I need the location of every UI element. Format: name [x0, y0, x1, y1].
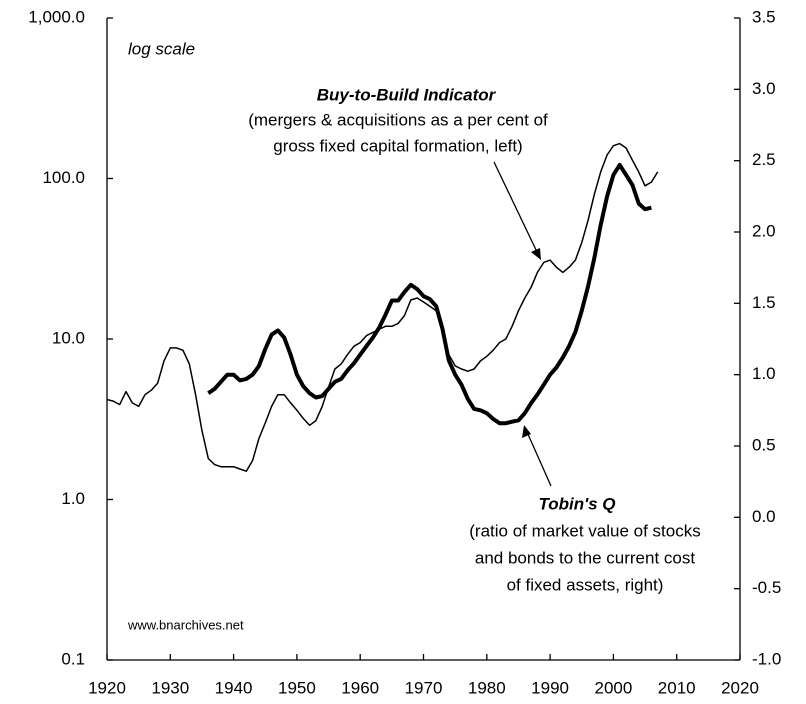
y2-tick-label: 0.0	[752, 507, 776, 526]
x-tick-label: 1950	[278, 678, 316, 697]
x-tick-label: 1980	[468, 678, 506, 697]
scale-note: log scale	[128, 39, 195, 58]
annotation-line: (ratio of market value of stocks	[469, 521, 700, 540]
y-tick-label: 1.0	[61, 489, 85, 508]
x-tick-label: 1960	[341, 678, 379, 697]
y2-tick-label: -0.5	[752, 578, 781, 597]
annotation-line: gross fixed capital formation, left)	[273, 136, 522, 155]
source: www.bnarchives.net	[127, 617, 244, 632]
x-tick-label: 1990	[531, 678, 569, 697]
arrow	[493, 161, 539, 255]
y-tick-label: 0.1	[61, 649, 85, 668]
y2-tick-label: 3.0	[752, 79, 776, 98]
y2-tick-label: -1.0	[752, 649, 781, 668]
series-line	[106, 142, 659, 472]
y2-tick-label: 3.5	[752, 7, 776, 26]
arrow-head	[522, 425, 531, 438]
arrow	[526, 431, 552, 487]
annotation-line: of fixed assets, right)	[507, 575, 664, 594]
x-tick-label: 1920	[88, 678, 126, 697]
x-tick-label: 2000	[594, 678, 632, 697]
annotation-title: Buy-to-Build Indicator	[317, 85, 497, 104]
y-tick-label: 1,000.0	[28, 7, 85, 26]
x-tick-label: 1930	[151, 678, 189, 697]
arrow-head	[531, 248, 541, 260]
y-tick-label: 10.0	[52, 328, 85, 347]
y2-tick-label: 0.5	[752, 435, 776, 454]
annotation-title: Tobin's Q	[538, 494, 615, 513]
x-tick-label: 1970	[405, 678, 443, 697]
annotation-line: (mergers & acquisitions as a per cent of	[248, 110, 548, 129]
annotation-line: and bonds to the current cost	[475, 548, 695, 567]
x-tick-label: 1940	[215, 678, 253, 697]
x-tick-label: 2010	[658, 678, 696, 697]
y2-tick-label: 2.5	[752, 150, 776, 169]
series-line	[207, 162, 652, 426]
y2-tick-label: 2.0	[752, 221, 776, 240]
y2-tick-label: 1.0	[752, 364, 776, 383]
y-tick-label: 100.0	[42, 168, 85, 187]
x-tick-label: 2020	[721, 678, 759, 697]
y2-tick-label: 1.5	[752, 293, 776, 312]
